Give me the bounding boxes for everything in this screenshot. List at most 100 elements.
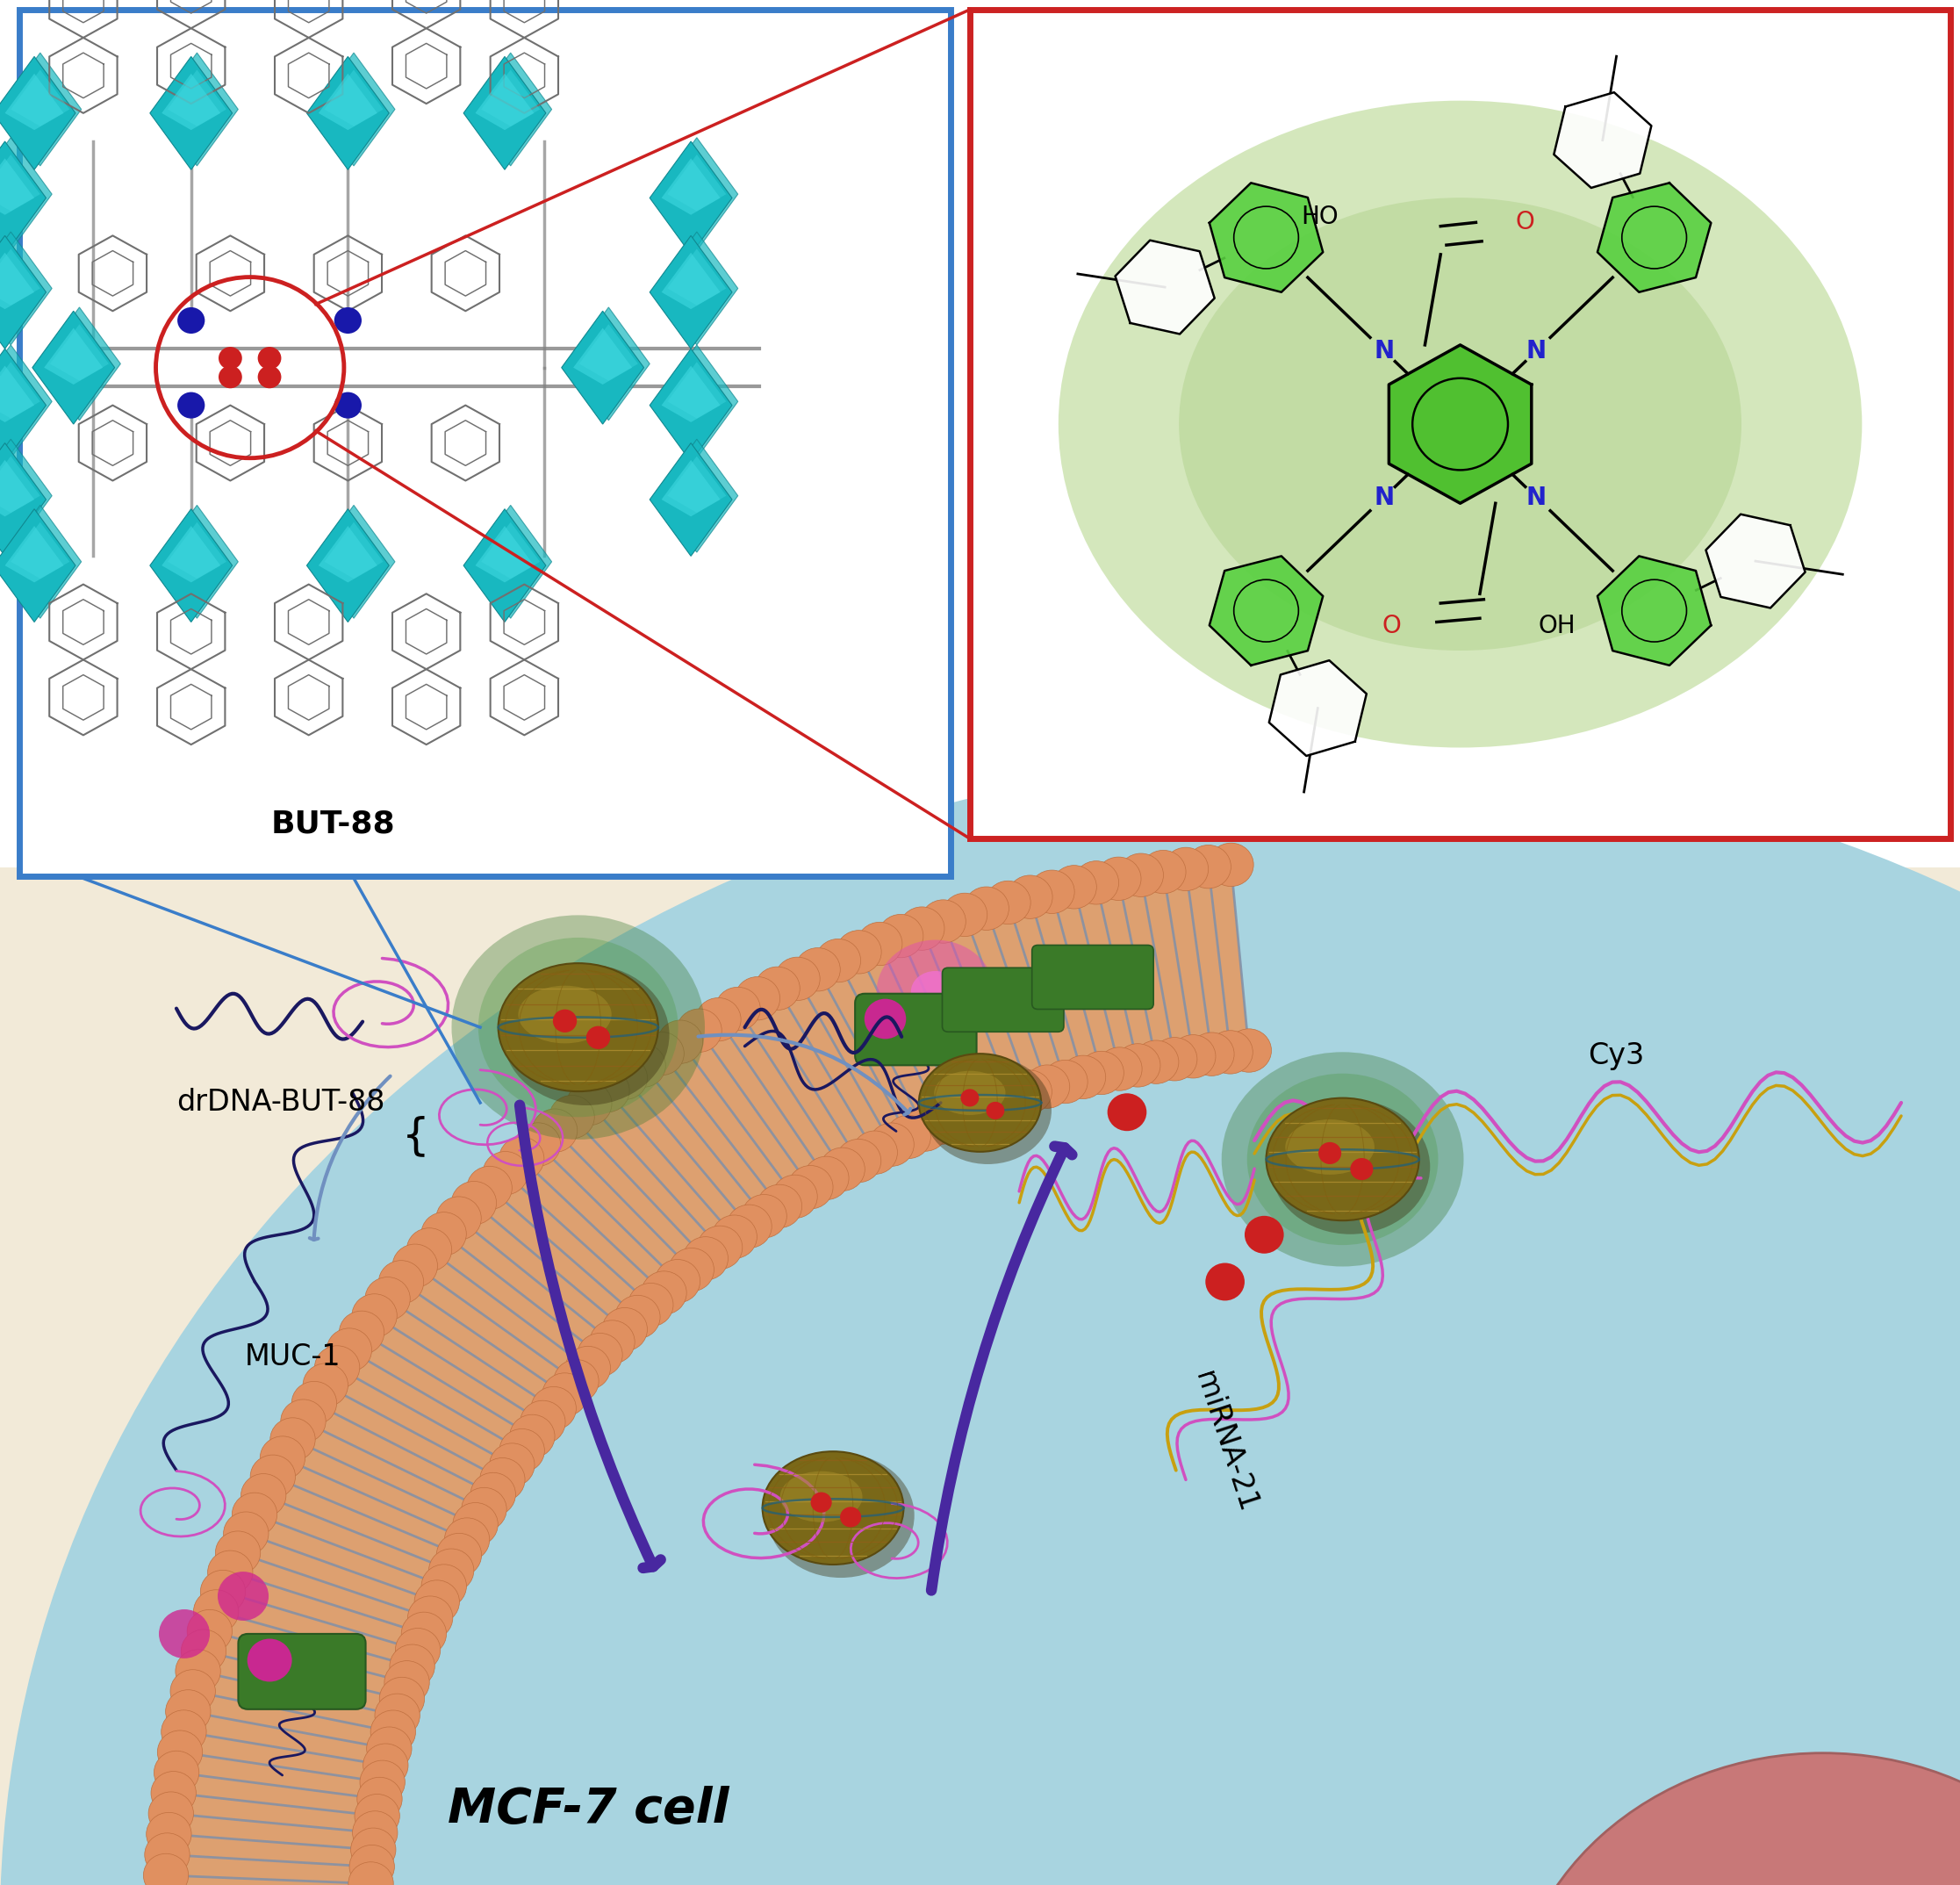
Circle shape (1051, 865, 1096, 909)
Polygon shape (306, 57, 388, 170)
Ellipse shape (762, 1451, 904, 1565)
Ellipse shape (1247, 1074, 1439, 1246)
Ellipse shape (1286, 1120, 1374, 1174)
Circle shape (857, 922, 902, 965)
Circle shape (564, 1346, 610, 1389)
Circle shape (171, 1670, 216, 1713)
Circle shape (429, 1549, 474, 1593)
Circle shape (602, 1056, 647, 1099)
Circle shape (261, 1436, 306, 1480)
Circle shape (223, 1512, 269, 1555)
Polygon shape (655, 232, 737, 345)
FancyBboxPatch shape (1033, 944, 1154, 1008)
Circle shape (900, 907, 945, 950)
Circle shape (1141, 850, 1186, 893)
Circle shape (247, 1638, 292, 1681)
Polygon shape (666, 362, 725, 418)
Text: N: N (1527, 484, 1546, 509)
Polygon shape (0, 505, 80, 618)
Circle shape (1209, 843, 1254, 886)
Polygon shape (580, 324, 639, 381)
Circle shape (615, 1295, 661, 1338)
Circle shape (421, 1212, 466, 1255)
Circle shape (696, 997, 741, 1041)
Ellipse shape (498, 963, 659, 1091)
Circle shape (641, 1270, 686, 1314)
Circle shape (414, 1580, 459, 1623)
Ellipse shape (1180, 198, 1742, 650)
Circle shape (316, 1346, 361, 1389)
Polygon shape (147, 848, 1231, 1885)
Circle shape (280, 1399, 325, 1442)
Circle shape (220, 347, 243, 369)
Polygon shape (666, 249, 725, 305)
Circle shape (353, 1811, 398, 1855)
Circle shape (715, 988, 760, 1031)
Ellipse shape (478, 937, 678, 1118)
Circle shape (220, 366, 243, 388)
Circle shape (437, 1197, 482, 1240)
Ellipse shape (1270, 1099, 1431, 1235)
Polygon shape (661, 366, 719, 422)
Bar (20, 9, 951, 877)
Circle shape (837, 931, 882, 975)
Circle shape (543, 1372, 588, 1416)
Circle shape (374, 1695, 419, 1738)
Text: OH: OH (1539, 613, 1576, 639)
Circle shape (868, 1123, 913, 1167)
Polygon shape (1597, 556, 1711, 665)
Circle shape (157, 1730, 202, 1774)
Circle shape (1107, 1093, 1147, 1131)
Circle shape (339, 1310, 384, 1353)
Polygon shape (1597, 183, 1711, 292)
Ellipse shape (935, 1071, 1005, 1116)
Polygon shape (306, 509, 388, 622)
Circle shape (500, 1137, 545, 1180)
Circle shape (921, 899, 966, 942)
Circle shape (919, 1101, 964, 1144)
Polygon shape (1115, 239, 1215, 334)
Polygon shape (1554, 92, 1652, 189)
Circle shape (711, 1216, 757, 1259)
Circle shape (815, 939, 860, 982)
Circle shape (1043, 1059, 1088, 1103)
Circle shape (584, 1069, 629, 1112)
Polygon shape (4, 74, 63, 130)
Circle shape (1207, 1031, 1252, 1074)
Polygon shape (0, 460, 33, 516)
Polygon shape (0, 249, 39, 305)
Circle shape (200, 1570, 245, 1614)
Polygon shape (0, 141, 45, 254)
Circle shape (1190, 1033, 1235, 1076)
Polygon shape (0, 53, 80, 166)
Polygon shape (43, 328, 102, 385)
FancyBboxPatch shape (239, 1634, 367, 1710)
Bar (970, 9, 1950, 839)
Polygon shape (0, 232, 51, 345)
Ellipse shape (768, 1453, 913, 1578)
Circle shape (1096, 858, 1141, 901)
Ellipse shape (1058, 100, 1862, 748)
Circle shape (549, 1095, 594, 1139)
Circle shape (578, 1333, 623, 1376)
Circle shape (351, 1828, 396, 1872)
Circle shape (390, 1644, 435, 1687)
Circle shape (553, 1008, 576, 1033)
Polygon shape (1705, 515, 1805, 609)
Polygon shape (0, 443, 45, 556)
Polygon shape (661, 158, 719, 215)
Circle shape (482, 1152, 527, 1195)
Circle shape (886, 1116, 931, 1159)
Circle shape (333, 307, 361, 334)
Circle shape (357, 1778, 402, 1821)
Circle shape (1170, 1035, 1215, 1078)
Ellipse shape (517, 986, 612, 1044)
Polygon shape (0, 155, 39, 211)
Bar (0, 867, 1960, 1885)
Circle shape (1152, 1037, 1198, 1080)
Polygon shape (568, 307, 651, 420)
Circle shape (639, 1031, 684, 1074)
Polygon shape (318, 74, 376, 130)
Text: O: O (1515, 209, 1535, 236)
Polygon shape (1268, 660, 1366, 756)
